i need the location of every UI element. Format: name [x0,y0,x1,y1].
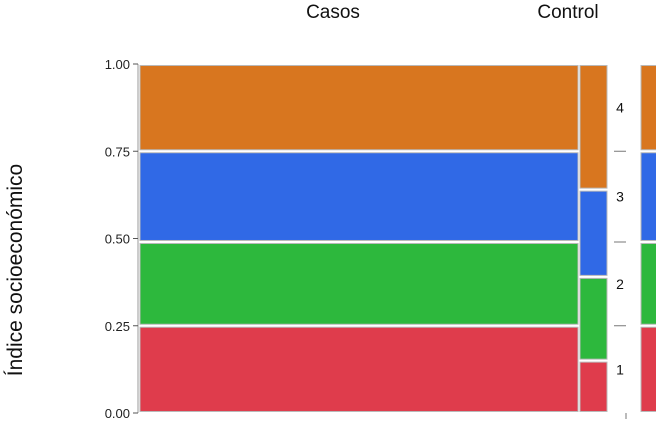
mosaic-cell-control-level-1 [579,361,608,412]
mosaic-cell-control-level-4 [579,65,608,189]
legend-swatch-level-1 [640,326,656,412]
mosaic-cell-casos-level-4 [139,65,579,151]
y-tick-label: 0.50 [105,232,130,247]
legend-bar [640,65,656,412]
y-axis: 0.00 0.25 0.50 0.75 1.00 [105,57,139,421]
level-label-1: 1 [616,361,624,377]
level-label-2: 2 [616,276,624,292]
level-label-4: 4 [616,100,624,116]
legend-swatch-level-3 [640,152,656,241]
group-label-casos: Casos [306,2,360,23]
group-labels: Casos Control [306,2,599,23]
legend-swatch-level-4 [640,65,656,151]
y-tick-label: 0.00 [105,406,130,421]
level-labels: 1 2 3 4 [614,100,627,419]
y-axis-title: Índice socioeconómico [4,164,27,376]
level-label-3: 3 [616,189,624,205]
mosaic-cell-casos-level-3 [139,152,579,241]
mosaic-cell-casos-level-2 [139,242,579,325]
y-tick-label: 1.00 [105,57,130,72]
group-label-control: Control [537,2,598,23]
legend-swatch-level-2 [640,242,656,325]
plot-area [139,65,608,412]
y-tick-label: 0.75 [105,144,130,159]
mosaic-cell-casos-level-1 [139,326,579,412]
mosaic-cell-control-level-2 [579,277,608,360]
mosaic-cell-control-level-3 [579,190,608,276]
y-tick-label: 0.25 [105,319,130,334]
